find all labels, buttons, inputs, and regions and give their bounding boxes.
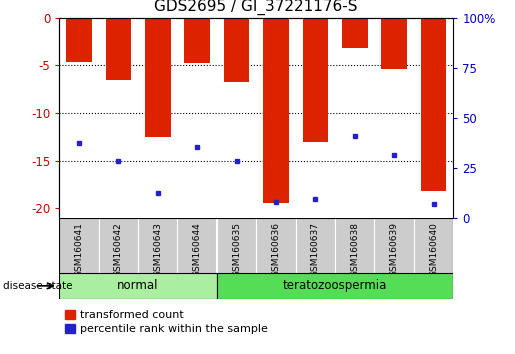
Bar [342, 18, 368, 48]
Text: GSM160641: GSM160641 [75, 222, 83, 277]
Text: GSM160644: GSM160644 [193, 222, 201, 277]
Title: GDS2695 / GI_37221176-S: GDS2695 / GI_37221176-S [154, 0, 358, 15]
Bar [106, 18, 131, 80]
Legend: transformed count, percentile rank within the sample: transformed count, percentile rank withi… [65, 310, 268, 334]
Text: GSM160639: GSM160639 [390, 222, 399, 277]
Text: disease state: disease state [3, 281, 72, 291]
Bar [224, 18, 249, 81]
Bar [414, 218, 453, 273]
Bar [184, 18, 210, 63]
Text: GSM160637: GSM160637 [311, 222, 320, 277]
Bar [59, 218, 99, 273]
Bar [217, 218, 256, 273]
Text: GSM160638: GSM160638 [350, 222, 359, 277]
Bar [145, 18, 170, 137]
Bar [66, 18, 92, 62]
Text: GSM160635: GSM160635 [232, 222, 241, 277]
Bar [256, 218, 296, 273]
Text: GSM160643: GSM160643 [153, 222, 162, 277]
Bar [217, 273, 453, 299]
Bar [374, 218, 414, 273]
Bar [59, 273, 217, 299]
Bar [138, 218, 177, 273]
Text: teratozoospermia: teratozoospermia [283, 279, 387, 292]
Bar [296, 218, 335, 273]
Bar [177, 218, 217, 273]
Bar [263, 18, 289, 204]
Text: normal: normal [117, 279, 159, 292]
Text: GSM160640: GSM160640 [429, 222, 438, 277]
Text: GSM160642: GSM160642 [114, 222, 123, 277]
Bar [99, 218, 138, 273]
Bar [302, 18, 328, 142]
Bar [335, 218, 374, 273]
Bar [421, 18, 447, 191]
Text: GSM160636: GSM160636 [271, 222, 280, 277]
Bar [381, 18, 407, 69]
